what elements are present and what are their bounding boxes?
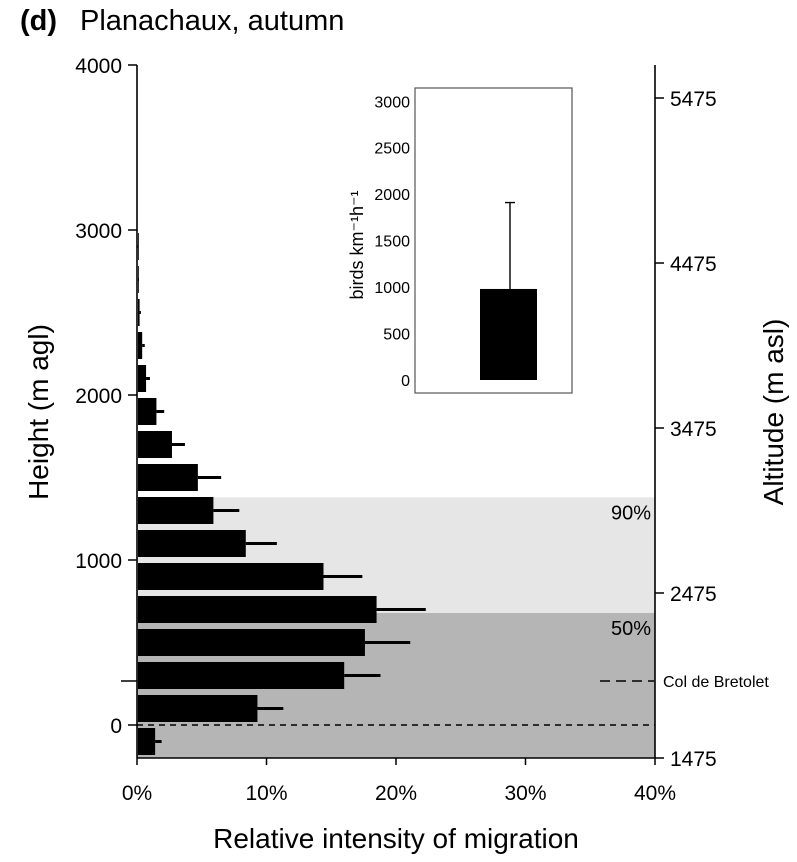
bar: [138, 695, 258, 722]
x-tick-label: 10%: [245, 782, 287, 805]
y2-tick-label: 4475: [670, 253, 717, 276]
y2-axis-label: Altitude (m asl): [758, 319, 789, 506]
bar: [138, 299, 140, 326]
chart-title: Planachaux, autumn: [80, 5, 344, 37]
inset-y-tick-label: 2000: [374, 187, 410, 204]
inset-y-tick-label: 3000: [374, 94, 410, 111]
bar: [138, 563, 324, 590]
bar: [138, 398, 157, 425]
bar: [138, 431, 172, 458]
bar: [138, 530, 246, 557]
y2-tick-label: 2475: [670, 583, 717, 606]
y-axis-label: Height (m agl): [23, 324, 54, 500]
bar: [138, 365, 147, 392]
x-tick-label: 30%: [504, 782, 546, 805]
bar: [138, 497, 214, 524]
y-tick-label: 4000: [75, 55, 122, 78]
bar: [138, 233, 139, 260]
inset-bar: [480, 288, 537, 380]
bar: [138, 728, 156, 755]
y2-tick-label: 5475: [670, 88, 717, 111]
y-tick-label: 2000: [75, 385, 122, 408]
y-tick-label: 0: [110, 715, 122, 738]
band-label-90: 90%: [611, 502, 651, 524]
inset-y-tick-label: 1000: [374, 280, 410, 297]
inset-y-tick-label: 1500: [374, 234, 410, 251]
inset-y-tick-label: 500: [383, 327, 410, 344]
bar: [138, 629, 365, 656]
x-tick-label: 0%: [122, 782, 152, 805]
inset-y-axis-label: birds km⁻¹h⁻¹: [347, 190, 367, 299]
band-label-50: 50%: [611, 618, 651, 640]
x-tick-label: 20%: [375, 782, 417, 805]
panel-label: (d): [20, 5, 57, 37]
bar: [138, 596, 377, 623]
inset-y-tick-label: 0: [401, 373, 410, 390]
y-tick-label: 1000: [75, 550, 122, 573]
inset-y-tick-label: 2500: [374, 141, 410, 158]
x-axis-label: Relative intensity of migration: [213, 823, 579, 854]
x-tick-label: 40%: [634, 782, 676, 805]
bar: [138, 662, 345, 689]
y-tick-label: 3000: [75, 220, 122, 243]
y2-tick-label: 3475: [670, 418, 717, 441]
reference-legend-label: Col de Bretolet: [663, 674, 769, 691]
bar: [138, 332, 143, 359]
bar: [138, 464, 198, 491]
y2-tick-label: 1475: [670, 748, 717, 771]
